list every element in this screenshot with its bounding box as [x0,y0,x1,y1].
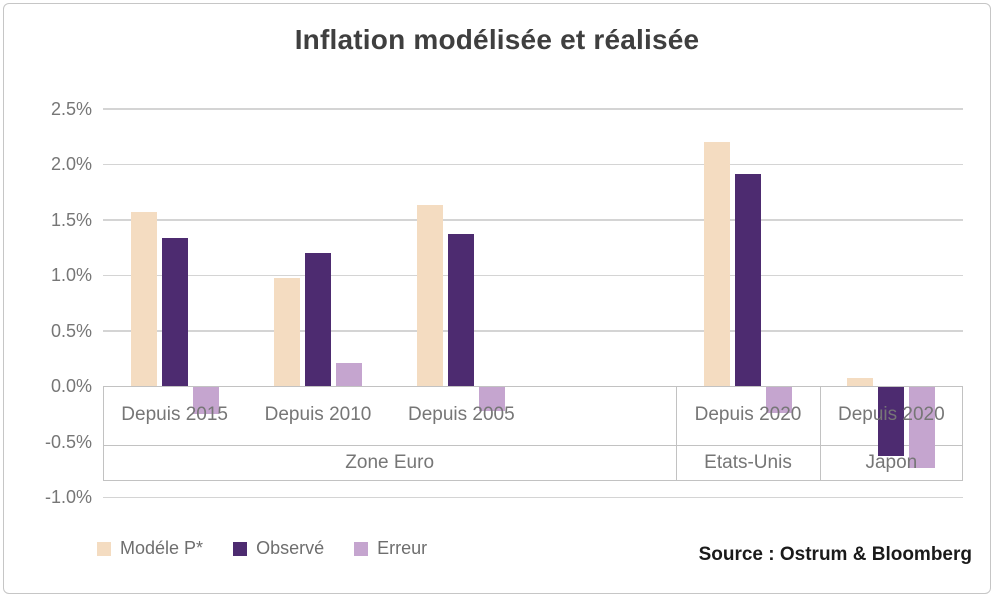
legend-item-modele: Modéle P* [97,538,203,559]
bar-erreur [909,387,936,469]
y-gridline [103,496,963,498]
category-label: Depuis 2015 [121,404,229,425]
category-label: Depuis 2020 [694,404,802,425]
y-gridline [103,219,963,221]
source-caption: Source : Ostrum & Bloomberg [698,544,972,565]
y-gridline [103,274,963,276]
y-axis-label: 2.5% [50,98,92,119]
category-label: Depuis 2010 [264,404,372,425]
y-axis-label: 2.0% [50,154,92,174]
bar-observe [878,387,905,456]
category-label: Depuis 2005 [407,404,515,425]
legend-swatch-modele-icon [97,541,111,556]
y-axis-label: 1.5% [50,209,92,230]
category-group-label: Zone Euro [345,452,435,473]
legend: Modéle P* Observé Erreur [97,538,427,559]
legend-swatch-observe-icon [233,541,248,556]
y-gridline [103,330,963,332]
bar-modele [704,141,730,386]
y-axis-label: 1.0% [50,265,92,285]
bar-modele [847,378,874,386]
bar-erreur [479,387,506,412]
y-axis-label: -1.0% [44,487,92,507]
category-band-row-divider [103,445,963,446]
y-gridline [103,108,963,110]
category-band [103,386,963,481]
legend-label-observe: Observé [256,538,325,558]
legend-item-erreur: Erreur [354,538,427,559]
category-band-group-divider [676,386,678,481]
legend-item-observe: Observé [233,538,324,559]
chart-title: Inflation modélisée et réalisée [294,24,700,55]
legend-label-erreur: Erreur [377,538,428,558]
bar-modele [274,278,300,386]
category-band-group-divider [819,386,821,481]
y-gridline [103,163,963,165]
category-group-label: Etats-Unis [704,452,792,473]
bar-erreur [336,362,362,386]
y-axis-label: 0.5% [50,320,92,341]
bar-observe [448,233,475,386]
bar-erreur [192,387,219,414]
y-axis-label: 0.0% [50,376,92,396]
bar-observe [735,173,761,386]
bar-modele [130,211,157,386]
legend-label-modele: Modéle P* [120,538,204,558]
category-label: Depuis 2020 [837,404,945,425]
y-axis-label: -0.5% [44,431,92,452]
bar-observe [305,252,331,386]
legend-swatch-erreur-icon [354,541,369,556]
bar-erreur [766,387,792,413]
bar-observe [161,238,188,386]
category-group-label: Japon [865,452,918,473]
bar-modele [417,205,444,386]
